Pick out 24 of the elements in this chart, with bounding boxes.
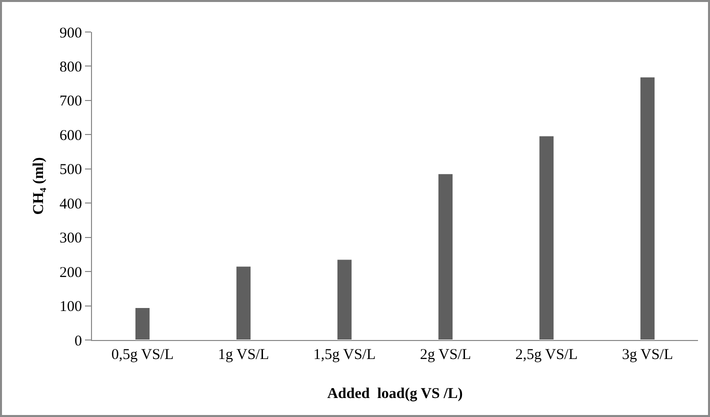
bar [538, 135, 555, 340]
y-tick-label: 100 [60, 299, 82, 316]
y-tick-label: 400 [60, 196, 82, 212]
bar [235, 266, 252, 340]
bar [336, 258, 353, 340]
x-tick-label: 1,5g VS/L [313, 347, 376, 363]
bar [639, 76, 656, 340]
y-tick-label: 0 [74, 333, 82, 350]
x-tick-label: 2g VS/L [420, 347, 471, 363]
y-tick-label: 900 [60, 25, 82, 42]
y-tick-label: 700 [60, 94, 82, 110]
y-axis-title: CH₄ (ml) [30, 157, 47, 215]
x-tick-label: 2,5g VS/L [515, 347, 578, 363]
y-tick-label: 300 [60, 230, 82, 247]
x-axis-title: Added load(g VS /L) [327, 386, 463, 402]
bar [134, 306, 151, 340]
y-tick-label: 600 [60, 128, 82, 144]
y-tick-label: 200 [60, 264, 82, 281]
y-tick-label: 800 [60, 59, 82, 76]
bar [437, 173, 454, 340]
y-tick-label: 500 [60, 162, 82, 178]
x-tick-label: 0,5g VS/L [111, 347, 174, 363]
x-tick-label: 1g VS/L [218, 347, 269, 363]
x-tick-label: 3g VS/L [622, 347, 673, 363]
